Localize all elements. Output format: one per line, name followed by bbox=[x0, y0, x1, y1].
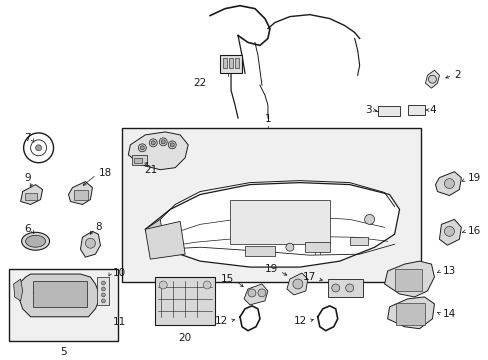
Text: 12: 12 bbox=[214, 316, 227, 326]
Polygon shape bbox=[20, 185, 42, 204]
Text: 21: 21 bbox=[144, 165, 157, 175]
Text: 20: 20 bbox=[178, 333, 191, 343]
Polygon shape bbox=[244, 284, 267, 305]
Circle shape bbox=[285, 243, 293, 251]
Polygon shape bbox=[145, 221, 185, 259]
Text: 10: 10 bbox=[112, 268, 125, 278]
Text: 17: 17 bbox=[302, 272, 315, 282]
Circle shape bbox=[31, 140, 46, 156]
Polygon shape bbox=[384, 261, 433, 297]
Text: 4: 4 bbox=[428, 105, 435, 115]
Polygon shape bbox=[439, 219, 461, 245]
Circle shape bbox=[444, 226, 453, 236]
Text: 3: 3 bbox=[364, 105, 371, 115]
Circle shape bbox=[203, 281, 211, 289]
Circle shape bbox=[258, 289, 265, 297]
Bar bbox=[229, 199, 329, 244]
Text: 13: 13 bbox=[442, 266, 455, 276]
Polygon shape bbox=[425, 70, 439, 88]
Text: 19: 19 bbox=[467, 173, 480, 183]
Circle shape bbox=[151, 141, 155, 145]
Circle shape bbox=[149, 139, 157, 147]
Circle shape bbox=[345, 284, 353, 292]
Bar bbox=[394, 269, 422, 291]
Circle shape bbox=[85, 238, 95, 248]
Circle shape bbox=[101, 287, 105, 291]
Polygon shape bbox=[435, 172, 461, 195]
Bar bbox=[223, 58, 226, 68]
Polygon shape bbox=[14, 279, 22, 301]
Polygon shape bbox=[387, 297, 433, 329]
Text: 1: 1 bbox=[264, 114, 271, 124]
Text: 5: 5 bbox=[60, 347, 67, 357]
Circle shape bbox=[101, 293, 105, 297]
Circle shape bbox=[444, 179, 453, 189]
Circle shape bbox=[161, 140, 165, 144]
Bar bbox=[228, 58, 233, 68]
Ellipse shape bbox=[25, 235, 45, 247]
Bar bbox=[132, 155, 147, 165]
Text: 19: 19 bbox=[264, 264, 277, 274]
Circle shape bbox=[364, 215, 374, 224]
Polygon shape bbox=[81, 231, 100, 257]
Text: 8: 8 bbox=[95, 222, 102, 232]
Circle shape bbox=[247, 289, 255, 297]
Bar bbox=[122, 128, 421, 282]
Text: 22: 22 bbox=[193, 78, 206, 88]
Bar bbox=[407, 105, 425, 115]
Bar bbox=[377, 106, 399, 116]
Polygon shape bbox=[145, 219, 165, 249]
Circle shape bbox=[331, 284, 339, 292]
Circle shape bbox=[23, 133, 53, 163]
Circle shape bbox=[138, 144, 146, 152]
Text: 7: 7 bbox=[24, 133, 31, 143]
Text: 11: 11 bbox=[112, 317, 125, 327]
Text: 14: 14 bbox=[442, 309, 455, 319]
Circle shape bbox=[170, 143, 174, 147]
Circle shape bbox=[159, 281, 167, 289]
Bar bbox=[235, 58, 239, 68]
Polygon shape bbox=[19, 274, 100, 317]
Bar bbox=[155, 277, 215, 325]
Bar bbox=[24, 193, 37, 201]
Circle shape bbox=[292, 279, 302, 289]
Circle shape bbox=[101, 281, 105, 285]
Circle shape bbox=[427, 75, 436, 83]
Bar bbox=[33, 281, 87, 307]
Bar bbox=[97, 277, 109, 305]
Text: 18: 18 bbox=[98, 168, 111, 178]
Bar bbox=[134, 158, 142, 163]
Circle shape bbox=[159, 138, 167, 146]
Text: 12: 12 bbox=[293, 316, 306, 326]
Text: 6: 6 bbox=[24, 224, 31, 234]
Circle shape bbox=[36, 145, 41, 151]
Bar bbox=[304, 242, 329, 252]
Circle shape bbox=[140, 146, 144, 150]
Polygon shape bbox=[68, 181, 92, 204]
Polygon shape bbox=[128, 132, 188, 170]
Polygon shape bbox=[286, 273, 307, 295]
Text: 9: 9 bbox=[24, 173, 31, 183]
Bar bbox=[349, 237, 367, 245]
Text: 15: 15 bbox=[220, 274, 234, 284]
Ellipse shape bbox=[21, 232, 49, 250]
Circle shape bbox=[101, 299, 105, 303]
Circle shape bbox=[168, 141, 176, 149]
Bar bbox=[244, 246, 274, 256]
Bar bbox=[395, 303, 425, 325]
Text: 16: 16 bbox=[467, 226, 480, 236]
Polygon shape bbox=[145, 183, 399, 267]
Bar bbox=[74, 190, 88, 199]
Text: 2: 2 bbox=[453, 70, 460, 80]
Bar bbox=[220, 55, 242, 73]
Bar bbox=[327, 279, 362, 297]
Bar bbox=[9, 269, 118, 341]
